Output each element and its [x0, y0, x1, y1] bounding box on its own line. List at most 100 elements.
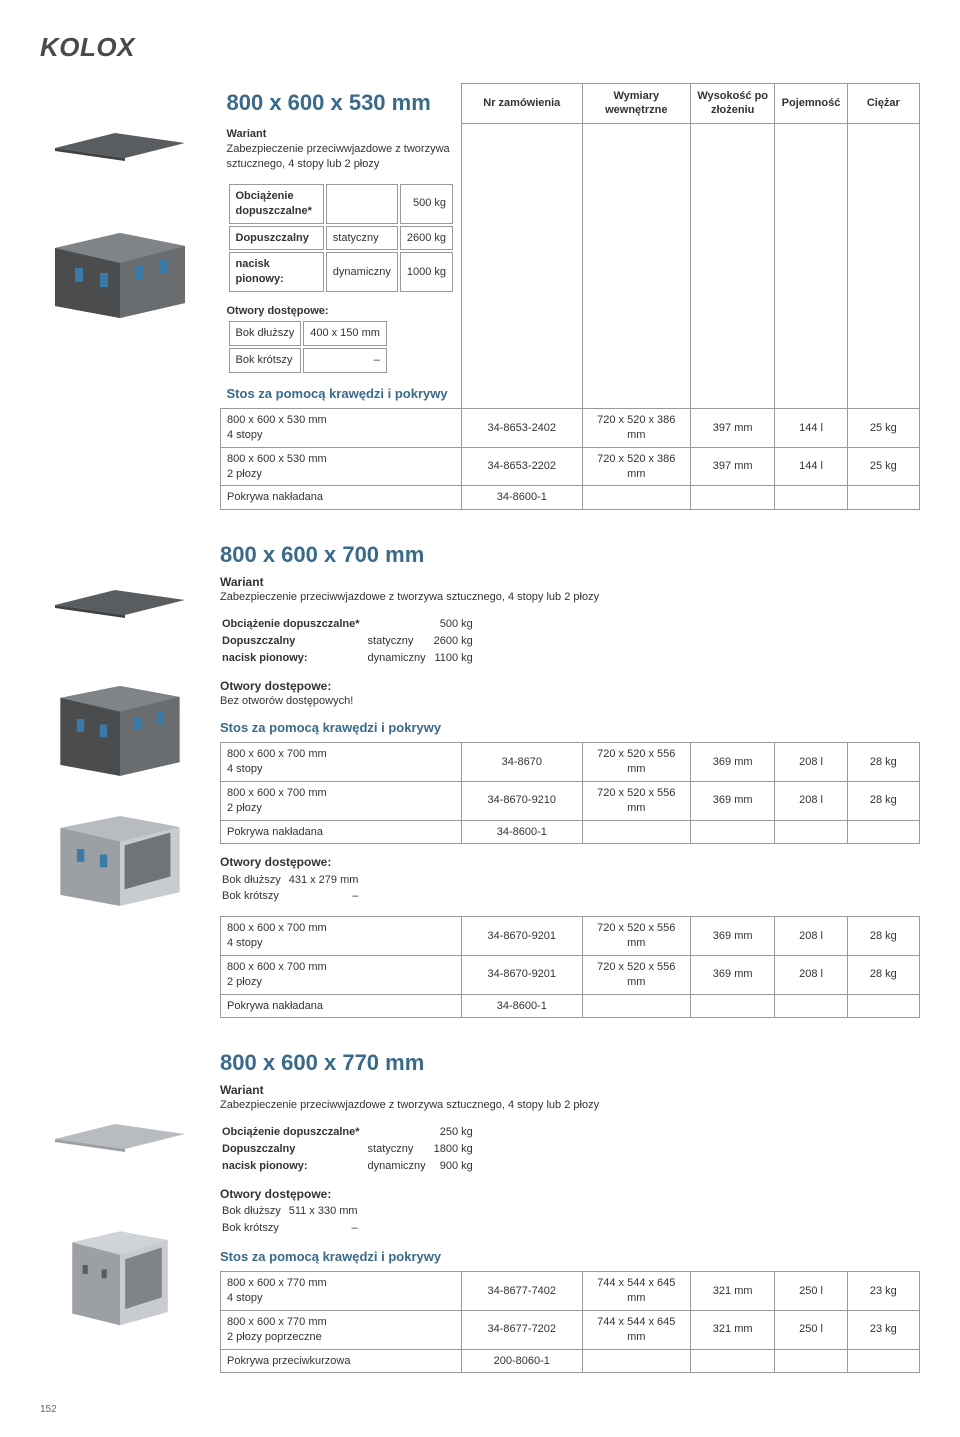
page-number: 152: [40, 1403, 920, 1417]
obc-val: 500 kg: [434, 617, 479, 632]
table-row: 800 x 600 x 700 mm4 stopy 34-8670-9201 7…: [221, 917, 920, 956]
product-image-770-lid: [40, 1074, 200, 1194]
row-nr: 34-8670: [462, 743, 583, 782]
image-col-770: [40, 1048, 220, 1364]
image-col-700: [40, 540, 220, 930]
table-row: Pokrywa przeciwkurzowa 200-8060-1: [221, 1349, 920, 1373]
row-desc: 800 x 600 x 700 mm: [227, 786, 455, 801]
dyn-label: dynamiczny: [368, 1159, 432, 1174]
th-cie: Ciężar: [847, 84, 919, 124]
row-wys: 369 mm: [691, 917, 775, 956]
row-poj: 144 l: [775, 447, 847, 486]
wariant-desc: Zabezpieczenie przeciwwjazdowe z tworzyw…: [227, 142, 456, 172]
row-wys: 369 mm: [691, 743, 775, 782]
row-poj: 208 l: [775, 917, 847, 956]
row-sub: 2 płozy: [227, 467, 455, 482]
stos-530: Stos za pomocą krawędzi i pokrywy: [227, 385, 456, 403]
dim-title-770: 800 x 600 x 770 mm: [220, 1048, 920, 1078]
product-image-770-box: [40, 1204, 200, 1354]
table-row: 800 x 600 x 770 mm4 stopy 34-8677-7402 7…: [221, 1272, 920, 1311]
wariant-label: Wariant: [227, 128, 267, 140]
row-sub: 4 stopy: [227, 936, 455, 951]
image-col-530: [40, 83, 220, 343]
row-poj: 144 l: [775, 409, 847, 448]
row-desc: 800 x 600 x 530 mm: [227, 413, 455, 428]
otwory-label: Otwory dostępowe:: [227, 305, 329, 317]
row-wys: 321 mm: [691, 1310, 775, 1349]
dop-label: Dopuszczalny: [236, 232, 309, 244]
row-desc: 800 x 600 x 700 mm: [227, 747, 455, 762]
dim-title-530: 800 x 600 x 530 mm: [227, 88, 456, 118]
row-sub: 2 płozy poprzeczne: [227, 1330, 455, 1345]
nacisk-label: nacisk pionowy:: [236, 258, 284, 285]
bok-dl-val: 511 x 330 mm: [289, 1204, 364, 1219]
bok-kr-val: –: [289, 1221, 364, 1236]
stat-label: statyczny: [326, 226, 398, 251]
bok-kr-label: Bok krótszy: [222, 889, 287, 904]
row-sub: 4 stopy: [227, 1291, 455, 1306]
row-nr: 34-8670-9201: [462, 917, 583, 956]
obc-label: Obciążenie dopuszczalne*: [222, 618, 360, 630]
stat-label: statyczny: [368, 1142, 432, 1157]
dop-label: Dopuszczalny: [222, 635, 295, 647]
row-wym: 720 x 520 x 556 mm: [582, 917, 690, 956]
bez-otworow: Bez otworów dostępowych!: [220, 694, 920, 709]
row-sub: 4 stopy: [227, 762, 455, 777]
row-desc: 800 x 600 x 770 mm: [227, 1315, 455, 1330]
bok-dl-label: Bok dłuższy: [222, 873, 287, 888]
stos-770: Stos za pomocą krawędzi i pokrywy: [220, 1248, 920, 1266]
table-row: 800 x 600 x 700 mm2 płozy 34-8670-9201 7…: [221, 955, 920, 994]
row-desc: 800 x 600 x 770 mm: [227, 1276, 455, 1291]
spec-table-700-load: Obciążenie dopuszczalne* 500 kg Dopuszcza…: [220, 615, 481, 668]
row-nr: 34-8653-2202: [462, 447, 583, 486]
stat-val: 2600 kg: [434, 634, 479, 649]
row-cie: 28 kg: [847, 955, 919, 994]
row-nr: 34-8677-7402: [462, 1272, 583, 1311]
dyn-label: dynamiczny: [368, 651, 432, 666]
bok-kr-label: Bok krótszy: [229, 348, 302, 373]
table-row: 800 x 600 x 700 mm4 stopy 34-8670 720 x …: [221, 743, 920, 782]
stat-label: statyczny: [368, 634, 432, 649]
variant-block-530: Wariant Zabezpieczenie przeciwwjazdowe z…: [221, 123, 462, 408]
section-700: 800 x 600 x 700 mm Wariant Zabezpieczeni…: [40, 540, 920, 1018]
row-poj: 208 l: [775, 955, 847, 994]
row-nr: 200-8060-1: [462, 1349, 583, 1373]
obc-val: 250 kg: [434, 1125, 479, 1140]
spec-table-770-open: Bok dłuższy511 x 330 mm Bok krótszy–: [220, 1202, 366, 1238]
wariant-label: Wariant: [220, 1083, 264, 1097]
table-row: Pokrywa nakładana 34-8600-1: [221, 486, 920, 510]
table-row: Pokrywa nakładana 34-8600-1: [221, 994, 920, 1018]
row-desc: Pokrywa nakładana: [221, 994, 462, 1018]
table-row: 800 x 600 x 700 mm2 płozy 34-8670-9210 7…: [221, 781, 920, 820]
row-desc: 800 x 600 x 700 mm: [227, 921, 455, 936]
wariant-label: Wariant: [220, 575, 264, 589]
row-desc: Pokrywa nakładana: [221, 820, 462, 844]
spec-table-530-load: Obciążenie dopuszczalne*500 kg Dopuszcza…: [227, 182, 456, 294]
dim-title-700: 800 x 600 x 700 mm: [220, 540, 920, 570]
row-nr: 34-8600-1: [462, 486, 583, 510]
row-wys: 397 mm: [691, 409, 775, 448]
row-desc: 800 x 600 x 530 mm: [227, 452, 455, 467]
bok-dl-val: 400 x 150 mm: [303, 321, 387, 346]
wariant-desc: Zabezpieczenie przeciwwjazdowe z tworzyw…: [220, 1098, 920, 1113]
table-row: 800 x 600 x 530 mm2 płozy 34-8653-2202 7…: [221, 447, 920, 486]
product-image-700-box: [40, 670, 200, 790]
row-wym: 720 x 520 x 386 mm: [582, 447, 690, 486]
nacisk-label: nacisk pionowy:: [222, 1160, 308, 1172]
th-wys: Wysokość po złożeniu: [691, 84, 775, 124]
dyn-val: 1100 kg: [434, 651, 479, 666]
row-cie: 28 kg: [847, 917, 919, 956]
bok-dl-label: Bok dłuższy: [229, 321, 302, 346]
row-poj: 250 l: [775, 1272, 847, 1311]
stat-val: 1800 kg: [434, 1142, 479, 1157]
dop-label: Dopuszczalny: [222, 1143, 295, 1155]
spec-table-770-load: Obciążenie dopuszczalne*250 kg Dopuszcza…: [220, 1123, 481, 1176]
otwory-label-b: Otwory dostępowe:: [220, 855, 331, 869]
row-cie: 28 kg: [847, 743, 919, 782]
row-desc: 800 x 600 x 700 mm: [227, 960, 455, 975]
bok-dl-label: Bok dłuższy: [222, 1204, 287, 1219]
th-poj: Pojemność: [775, 84, 847, 124]
spec-table-700b-open: Bok dłuższy431 x 279 mm Bok krótszy–: [220, 871, 366, 907]
stos-700: Stos za pomocą krawędzi i pokrywy: [220, 719, 920, 737]
wariant-desc: Zabezpieczenie przeciwwjazdowe z tworzyw…: [220, 590, 920, 605]
